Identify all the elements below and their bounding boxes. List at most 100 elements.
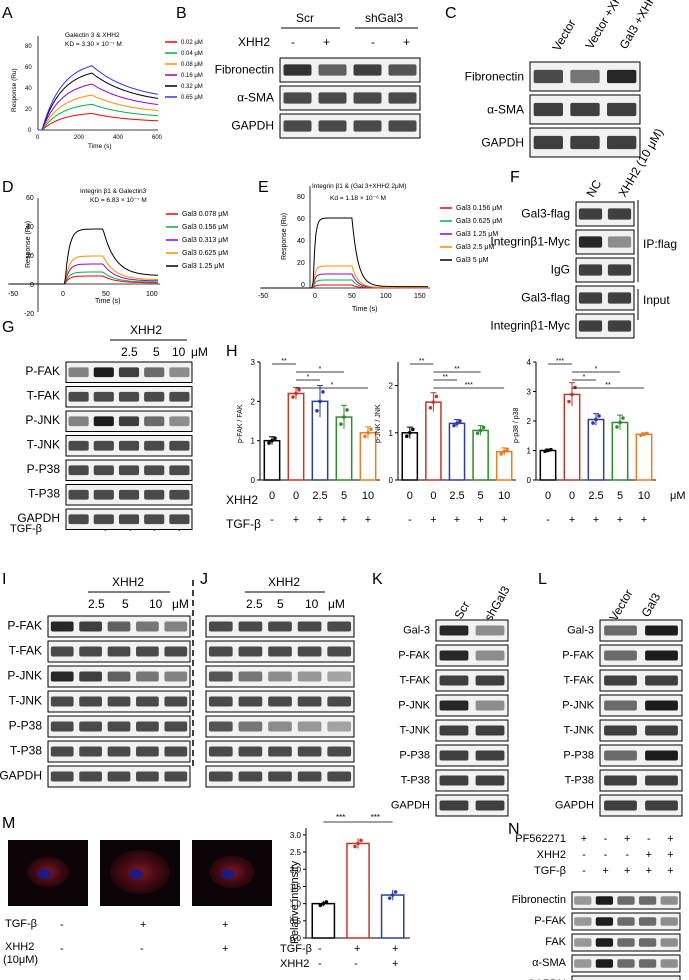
panel-d-ytick: -20 xyxy=(24,311,34,318)
bar-xlabel: 0 xyxy=(430,490,436,502)
bar xyxy=(401,432,419,481)
panel-d-xlabel: Time (s) xyxy=(95,298,120,305)
blot-band xyxy=(297,771,322,782)
panel-i-dose: 2.5 xyxy=(88,597,105,611)
bar-tgf-sign: + xyxy=(477,514,483,526)
blot-band xyxy=(50,721,74,732)
panel-g-unit: μM xyxy=(191,345,208,359)
bar-point xyxy=(321,390,325,394)
panel-l: Vector Gal3 Gal-3 P-FAK T-FAK P-JNK T-JNK P-P… xyxy=(555,587,683,817)
bar-point xyxy=(567,399,571,404)
sig-label: *** xyxy=(465,382,473,389)
bar-tgf-sign: - xyxy=(408,514,412,526)
blot-band xyxy=(144,440,165,451)
legend-entry: 0.32 μM xyxy=(181,84,203,90)
panel-d-xtick: 50 xyxy=(102,291,110,298)
panel-a-xtick: 600 xyxy=(152,135,163,141)
panel-l-lane: Vector xyxy=(606,587,635,623)
panel-b-group-shgal3: shGal3 xyxy=(365,11,403,25)
bar-point xyxy=(499,452,504,456)
blot-row-label: P-FAK xyxy=(534,915,566,927)
blot-band xyxy=(388,120,417,132)
blot-row-label: Integrinβ1-Myc xyxy=(490,318,570,332)
legend-entry: Gal3 1.25 μM xyxy=(182,263,224,270)
bar-tgf-sign: + xyxy=(593,514,599,526)
panel-m-xhh2-label: XHH2 xyxy=(5,941,34,953)
panel-e-xtick: 100 xyxy=(380,293,392,300)
blot-band xyxy=(645,675,678,686)
blot-band xyxy=(50,696,74,707)
panel-f-lane: NC xyxy=(583,177,604,199)
bar-tgf-sign: + xyxy=(501,514,507,526)
blot-band xyxy=(93,489,114,500)
legend-entry: Gal3 0.078 μM xyxy=(182,211,228,218)
blot-band xyxy=(607,292,632,304)
blot-band xyxy=(79,621,102,632)
blot-band xyxy=(144,391,165,402)
blot-band xyxy=(475,775,505,786)
blot-row-label: T-JNK xyxy=(399,725,430,737)
panel-d-ytick: 0 xyxy=(30,282,34,289)
blot-band xyxy=(318,120,347,132)
bar-point xyxy=(428,405,433,410)
bar-ytick-label: 2 xyxy=(251,397,256,406)
bar-point xyxy=(267,441,271,445)
blot-band xyxy=(595,959,614,968)
blot-band xyxy=(353,120,382,132)
blot-strip xyxy=(599,669,683,692)
blot-strip xyxy=(599,744,683,767)
panel-d-xtick: -50 xyxy=(8,291,18,298)
blot-band xyxy=(68,416,89,427)
blot-band xyxy=(136,721,159,732)
blot-band xyxy=(50,646,74,657)
blot-band xyxy=(604,625,637,636)
bar-ytick-label: 1.0 xyxy=(290,900,302,909)
panel-b-treat: - xyxy=(291,35,295,49)
panel-g: XHH2 2.5 5 10 μM TGF-β - + + + + P-FAKT-… xyxy=(10,323,208,535)
bar-ytick-label: 2.0 xyxy=(290,865,302,874)
blot-band xyxy=(297,746,322,757)
blot-band xyxy=(645,650,678,661)
sig-label: *** xyxy=(371,813,380,822)
blot-band xyxy=(439,750,469,761)
blot-band xyxy=(107,646,131,657)
bar-point xyxy=(549,447,553,452)
panel-g-drug: XHH2 xyxy=(130,323,162,337)
blot-band xyxy=(645,775,678,786)
bar-point xyxy=(318,399,322,404)
blot-band xyxy=(107,746,131,757)
blot-row-label: P-JNK xyxy=(398,700,430,712)
panel-d-xtick: 100 xyxy=(146,291,158,298)
blot-row-label: GAPDH xyxy=(391,800,430,812)
panel-n-cond-label: PF562271 xyxy=(515,833,566,845)
panel-b-group-scr: Scr xyxy=(296,11,314,25)
bar-tgf-sign: + xyxy=(365,514,371,526)
sig-label: *** xyxy=(336,813,345,822)
blot-band xyxy=(93,514,114,525)
legend-entry: Gal3 0.313 μM xyxy=(182,237,228,244)
panel-i-drug: XHH2 xyxy=(112,575,144,589)
panel-n-cond-sign: - xyxy=(604,833,608,845)
bar-tgf-sign: + xyxy=(317,514,323,526)
blot-band xyxy=(574,938,592,947)
cell-nucleus xyxy=(129,869,143,879)
panel-a-xtick: 200 xyxy=(74,135,85,141)
bar-point xyxy=(639,433,643,437)
blot-strip xyxy=(599,619,683,642)
blot-band xyxy=(570,69,600,84)
bar-point xyxy=(273,436,277,441)
blot-band xyxy=(238,621,263,632)
blot-band xyxy=(238,721,263,732)
blot-row-label: T-JNK xyxy=(9,694,42,708)
blot-band xyxy=(118,465,140,476)
blot-band xyxy=(238,646,263,657)
blot-row-label: Gal-3 xyxy=(567,625,594,637)
blot-band xyxy=(118,367,140,378)
bar-point xyxy=(573,385,577,390)
blot-band xyxy=(638,959,657,968)
blot-band xyxy=(118,391,140,402)
bar-tgf-sign: + xyxy=(341,514,347,526)
blot-band xyxy=(475,750,505,761)
